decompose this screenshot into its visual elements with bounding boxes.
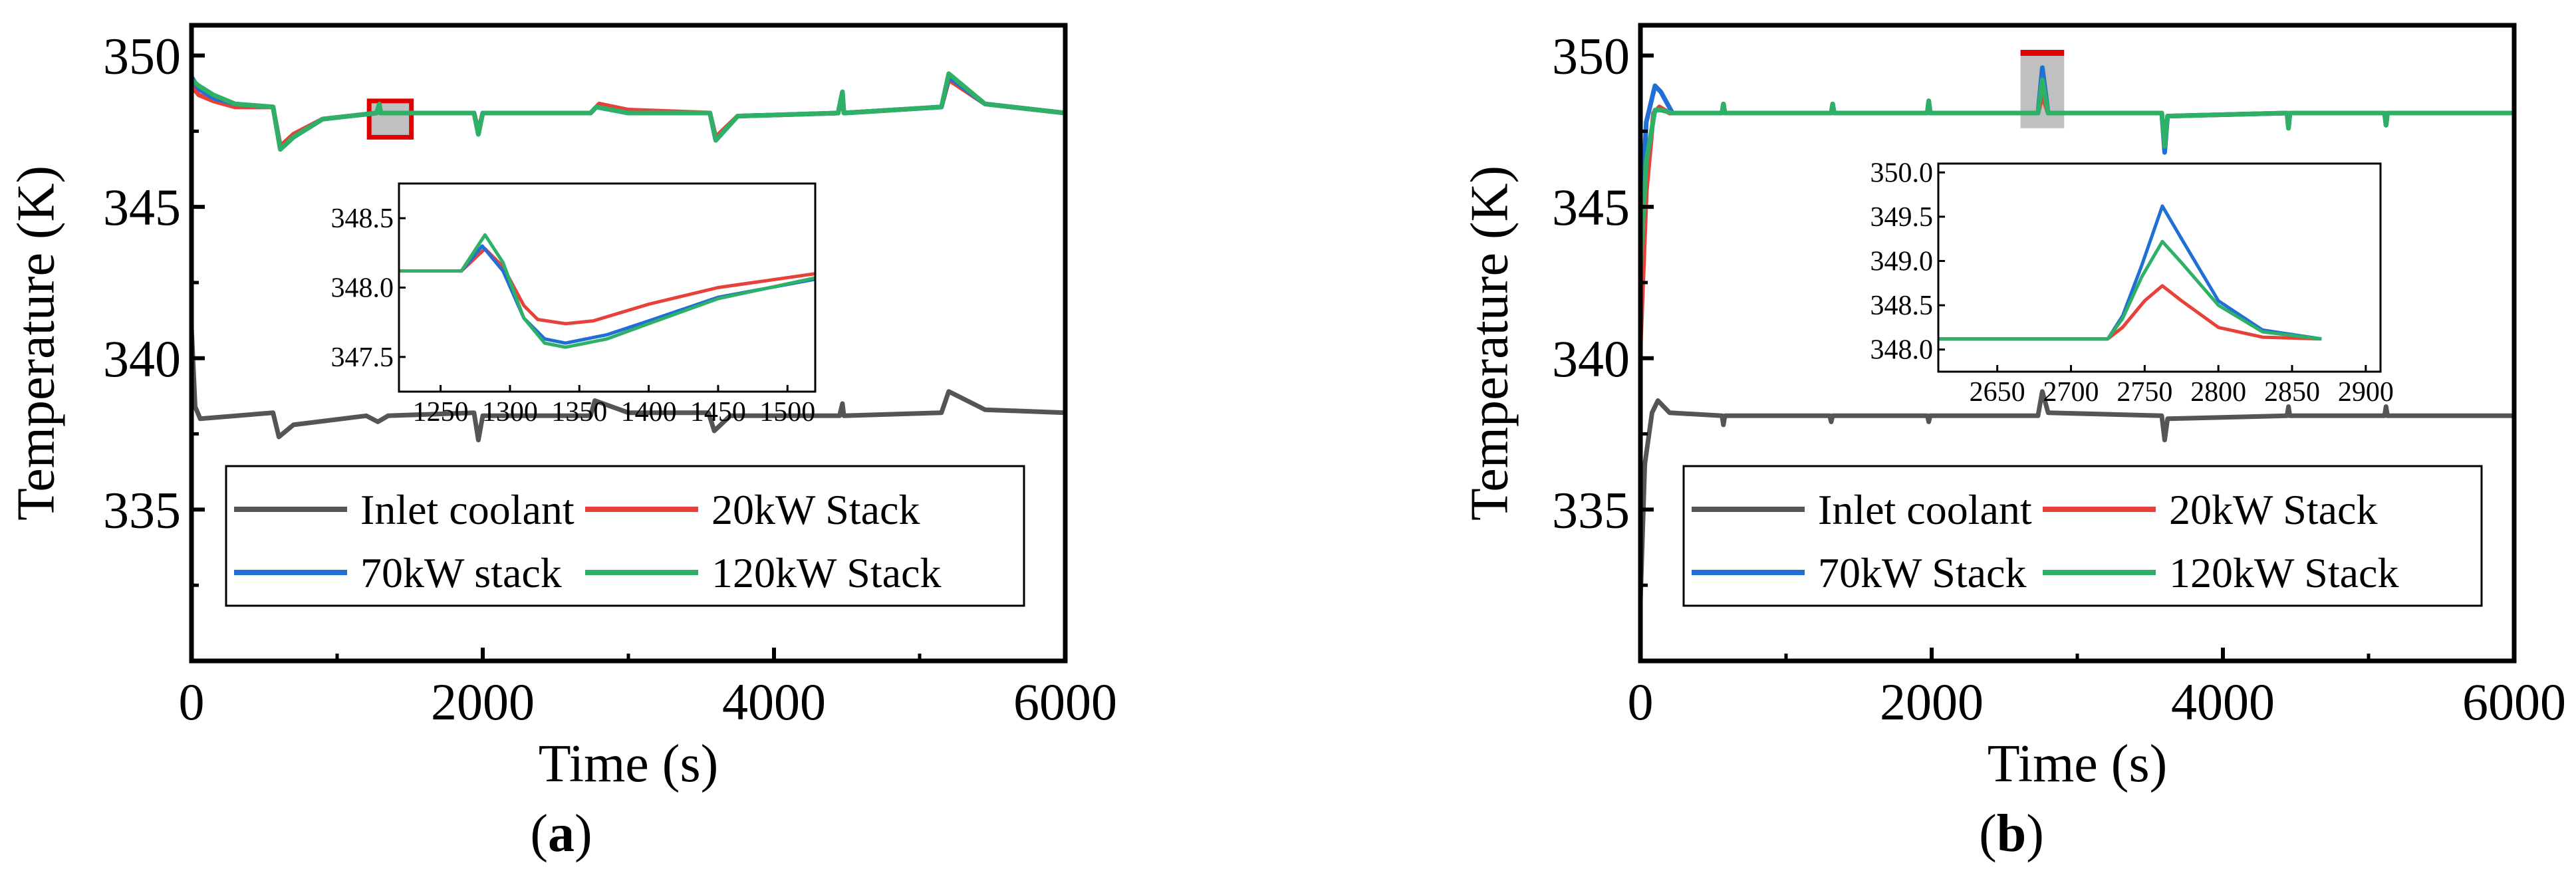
y-tick-label: 340 xyxy=(103,330,181,388)
inset-line-s20 xyxy=(399,247,815,326)
series-group-b xyxy=(1640,65,2514,601)
inset-y-tick-label: 350.0 xyxy=(1870,158,1934,188)
panel-b: 0 2000 4000 6000 335 340 345 350 Time (s) Tempera… xyxy=(1460,23,2566,793)
inset-a: 1250 1300 1350 1400 1450 1500 347.5 348.0 348.5 xyxy=(331,182,817,428)
inset-series-group xyxy=(1938,204,2322,341)
legend-label: Inlet coolant xyxy=(1818,486,2032,533)
legend-label: 20kW Stack xyxy=(2169,486,2377,533)
legend-label: 20kW Stack xyxy=(711,486,920,533)
y-tick-label: 345 xyxy=(1552,178,1630,236)
series-line-inlet xyxy=(1640,389,2514,601)
inset-y-tick-label: 348.0 xyxy=(1870,335,1934,366)
series-group-a xyxy=(192,71,1065,443)
y-tick-label: 335 xyxy=(1552,481,1630,539)
legend-label: 120kW Stack xyxy=(2169,549,2398,596)
inset-line-s120 xyxy=(1938,239,2322,341)
legend-label: 70kW stack xyxy=(360,549,562,596)
y-tick-label: 340 xyxy=(1552,330,1630,388)
inset-x-tick-label: 1250 xyxy=(413,397,469,428)
x-tick-label: 4000 xyxy=(722,673,826,731)
x-tick-label: 2000 xyxy=(431,673,535,731)
x-tick-label: 4000 xyxy=(2171,673,2275,731)
x-tick-label: 0 xyxy=(1628,673,1654,731)
y-axis-title: Temperature (K) xyxy=(7,166,65,521)
inset-x-tick-label: 1300 xyxy=(482,397,538,428)
zoom-region-box xyxy=(366,98,414,140)
inset-y-tick-label: 348.0 xyxy=(331,273,394,304)
inset-x-tick-label: 2750 xyxy=(2117,377,2172,408)
x-tick-label: 6000 xyxy=(1013,673,1117,731)
inset-x-tick-label: 2800 xyxy=(2190,377,2246,408)
panel-a: 0 2000 4000 6000 335 340 345 350 Time (s) Tempera… xyxy=(7,23,1117,793)
inset-y-tick-label: 347.5 xyxy=(331,342,394,373)
legend-label: Inlet coolant xyxy=(360,486,575,533)
inset-y-tick-label: 348.5 xyxy=(331,203,394,234)
legend-label: 120kW Stack xyxy=(711,549,941,596)
inset-x-tick-label: 2850 xyxy=(2264,377,2320,408)
inset-y-tick-label: 349.0 xyxy=(1870,247,1934,277)
x-tick-label: 2000 xyxy=(1880,673,1984,731)
inset-frame xyxy=(1937,162,2382,373)
panel-label-a: (a) xyxy=(530,805,592,863)
inset-x-tick-label: 1400 xyxy=(621,397,677,428)
legend-box xyxy=(225,465,1025,607)
inset-b: 2650 2700 2750 2800 2850 2900 348.0 348.5 349.0 3… xyxy=(1870,158,2394,408)
inset-line-s20 xyxy=(1938,284,2322,341)
inset-x-tick-label: 2650 xyxy=(1970,377,2025,408)
legend-label: 70kW Stack xyxy=(1818,549,2026,596)
y-tick-label: 350 xyxy=(103,27,181,85)
x-tick-label: 0 xyxy=(179,673,205,731)
inset-x-tick-label: 1500 xyxy=(759,397,815,428)
x-axis-title: Time (s) xyxy=(1988,735,2167,793)
x-tick-label: 6000 xyxy=(2462,673,2566,731)
y-tick-label: 335 xyxy=(103,481,181,539)
series-line-s120 xyxy=(1640,77,2514,268)
y-tick-label: 350 xyxy=(1552,27,1630,85)
y-axis-title: Temperature (K) xyxy=(1460,166,1519,521)
inset-series-group xyxy=(399,233,815,349)
legend-box xyxy=(1682,465,2483,607)
x-axis-title: Time (s) xyxy=(539,735,718,793)
inset-x-tick-label: 1450 xyxy=(690,397,746,428)
inset-x-tick-label: 1350 xyxy=(551,397,607,428)
series-line-inlet xyxy=(192,328,1065,443)
inset-y-tick-label: 348.5 xyxy=(1870,291,1934,321)
inset-line-s120 xyxy=(399,233,815,349)
inset-background xyxy=(399,184,815,392)
inset-x-tick-label: 2900 xyxy=(2338,377,2394,408)
inset-x-tick-label: 2700 xyxy=(2043,377,2099,408)
inset-line-s70 xyxy=(399,244,815,345)
y-tick-label: 345 xyxy=(103,178,181,236)
series-line-s120 xyxy=(192,71,1065,152)
inset-y-tick-label: 349.5 xyxy=(1870,202,1934,233)
panel-label-b: (b) xyxy=(1979,805,2044,863)
